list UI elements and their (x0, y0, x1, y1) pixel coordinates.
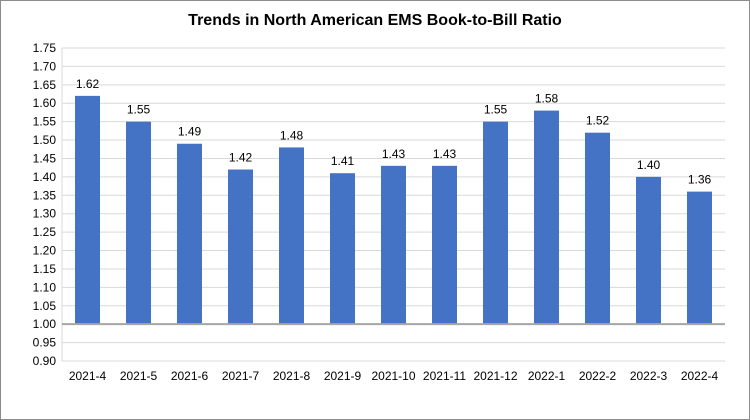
bar (228, 169, 253, 325)
bars (75, 95, 712, 325)
bar (687, 191, 712, 325)
y-tick-label: 0.90 (33, 354, 57, 368)
y-tick-label: 1.05 (33, 299, 57, 313)
x-tick-label: 2021-9 (324, 369, 362, 383)
x-tick-label: 2022-4 (681, 369, 719, 383)
y-tick-label: 1.35 (33, 188, 57, 202)
y-tick-label: 1.30 (33, 207, 57, 221)
data-label: 1.55 (127, 103, 151, 117)
bar (534, 110, 559, 325)
x-tick-label: 2021-11 (423, 369, 466, 383)
y-tick-label: 1.75 (33, 41, 57, 55)
data-label: 1.43 (382, 147, 406, 161)
x-tick-label: 2021-5 (120, 369, 158, 383)
data-label: 1.49 (178, 125, 202, 139)
y-tick-label: 1.20 (33, 244, 57, 258)
y-tick-label: 1.15 (33, 262, 57, 276)
data-label: 1.48 (280, 128, 304, 142)
bar (483, 121, 508, 325)
data-label: 1.62 (76, 77, 100, 91)
y-tick-label: 1.25 (33, 225, 57, 239)
data-label: 1.42 (229, 151, 253, 165)
data-label: 1.52 (586, 114, 610, 128)
y-tick-label: 1.50 (33, 133, 57, 147)
data-label: 1.43 (433, 147, 457, 161)
bar (636, 176, 661, 325)
x-tick-label: 2021-6 (171, 369, 209, 383)
x-tick-label: 2022-1 (528, 369, 566, 383)
x-tick-label: 2021-10 (371, 369, 415, 383)
bar (279, 147, 304, 325)
y-tick-label: 1.40 (33, 170, 57, 184)
y-tick-label: 1.60 (33, 96, 57, 110)
x-tick-label: 2021-4 (69, 369, 107, 383)
bar (381, 165, 406, 325)
x-tick-label: 2021-8 (273, 369, 311, 383)
bar (177, 143, 202, 325)
x-tick-label: 2021-12 (473, 369, 517, 383)
bar (75, 95, 100, 325)
data-label: 1.41 (331, 154, 355, 168)
y-tick-label: 1.45 (33, 151, 57, 165)
y-tick-label: 1.65 (33, 78, 57, 92)
bar (585, 132, 610, 325)
y-tick-label: 1.55 (33, 115, 57, 129)
data-label: 1.40 (637, 158, 661, 172)
x-tick-label: 2022-3 (630, 369, 668, 383)
y-tick-label: 0.95 (33, 336, 57, 350)
labels: 0.90 0.95 1.00 1.05 1.10 1.15 1.20 1.25 1.30 1.35… (33, 41, 719, 383)
y-tick-label: 1.00 (33, 317, 57, 331)
data-label: 1.55 (484, 103, 508, 117)
x-tick-label: 2021-7 (222, 369, 260, 383)
bar (432, 165, 457, 325)
bar (126, 121, 151, 325)
y-tick-label: 1.70 (33, 59, 57, 73)
data-label: 1.36 (688, 173, 712, 187)
bar (330, 173, 355, 325)
x-tick-label: 2022-2 (579, 369, 617, 383)
chart-title: Trends in North American EMS Book-to-Bil… (188, 12, 562, 29)
data-label: 1.58 (535, 92, 559, 106)
y-tick-label: 1.10 (33, 280, 57, 294)
